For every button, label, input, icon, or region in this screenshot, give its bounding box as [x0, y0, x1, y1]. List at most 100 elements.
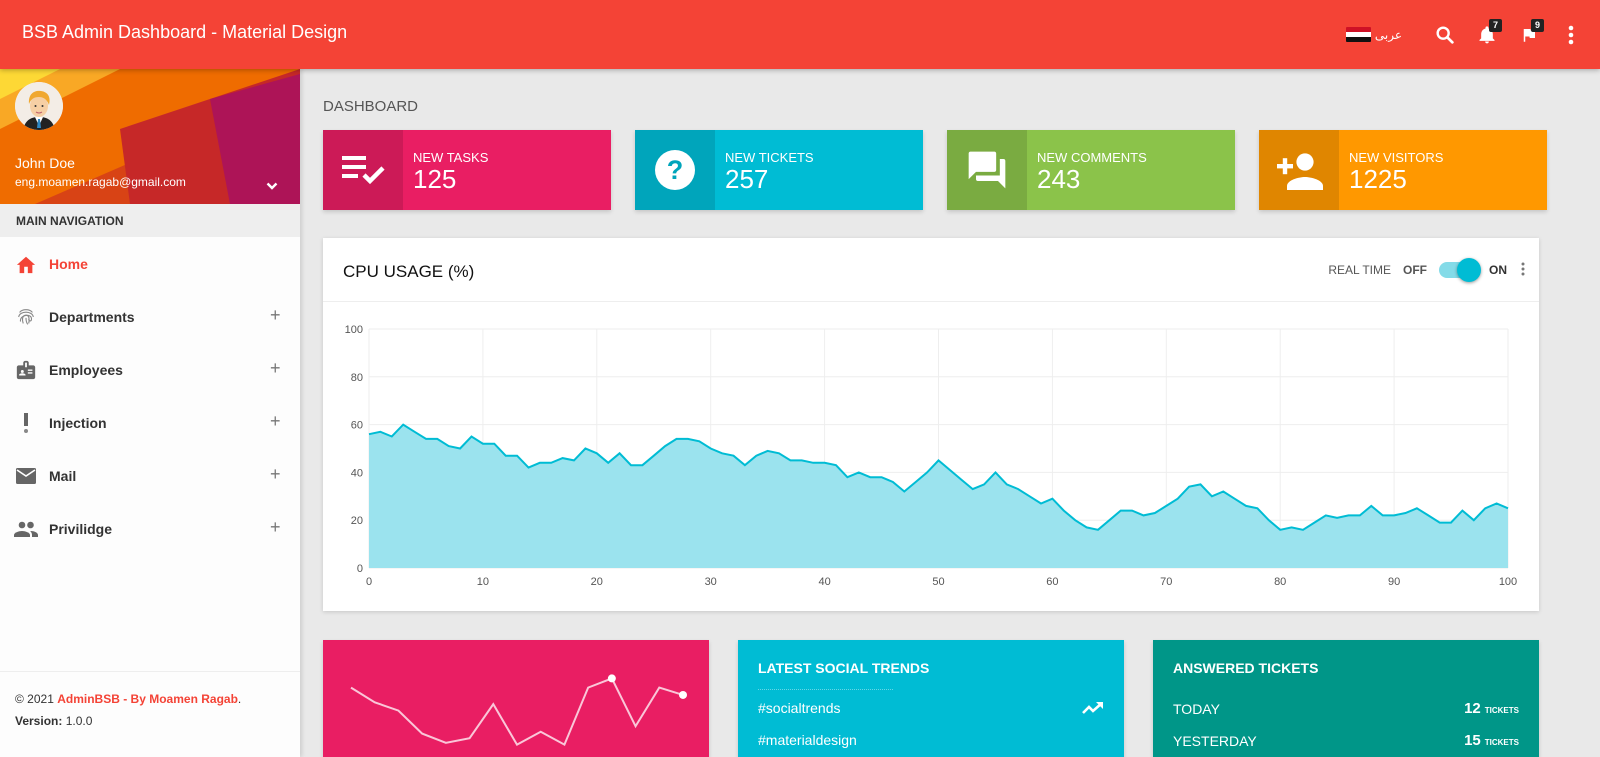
- svg-text:0: 0: [357, 563, 363, 575]
- sidebar-item-privilidge[interactable]: Privilidge +: [0, 502, 300, 555]
- row-unit: TICKETS: [1484, 738, 1519, 747]
- sidebar-item-label: Mail: [49, 467, 77, 484]
- info-box-value: 125: [413, 164, 457, 194]
- expand-plus-icon[interactable]: +: [270, 358, 281, 378]
- realtime-toggle[interactable]: [1439, 258, 1481, 282]
- tasks-button[interactable]: 9: [1508, 0, 1550, 69]
- home-icon: [13, 251, 39, 277]
- version-value: 1.0.0: [62, 714, 93, 728]
- svg-text:100: 100: [1499, 576, 1517, 588]
- egypt-flag-icon: [1345, 27, 1371, 42]
- expand-plus-icon[interactable]: +: [270, 517, 281, 537]
- latest-social-trends-card: LATEST SOCIAL TRENDS #socialtrends #mate…: [738, 640, 1124, 757]
- app-title[interactable]: BSB Admin Dashboard - Material Design: [22, 22, 348, 42]
- svg-text:50: 50: [932, 576, 944, 588]
- realtime-label: REAL TIME: [1328, 263, 1391, 277]
- sidebar-item-home[interactable]: Home: [0, 237, 300, 290]
- svg-text:10: 10: [477, 576, 489, 588]
- kebab-menu-icon: [1521, 262, 1525, 275]
- info-box-new-visitors[interactable]: NEW VISITORS 1225: [1259, 130, 1547, 210]
- sidebar-item-employees[interactable]: Employees +: [0, 343, 300, 396]
- svg-text:20: 20: [351, 515, 363, 527]
- copyright-suffix: .: [237, 692, 242, 706]
- language-switch[interactable]: عربى: [1345, 27, 1402, 42]
- toggle-knob[interactable]: [1457, 258, 1481, 282]
- card-menu-button[interactable]: [1521, 262, 1525, 279]
- answered-tickets-card: ANSWERED TICKETS TODAY 12 TICKETS YESTERD…: [1153, 640, 1539, 757]
- forum-icon: [947, 130, 1027, 210]
- svg-text:60: 60: [351, 420, 363, 432]
- tasks-count-badge: 9: [1531, 19, 1544, 32]
- user-menu-toggle[interactable]: [266, 177, 278, 195]
- sidebar-item-mail[interactable]: Mail +: [0, 449, 300, 502]
- svg-text:20: 20: [591, 576, 603, 588]
- user-panel-background: [0, 69, 300, 204]
- version-label: Version:: [15, 714, 63, 728]
- card-title: ANSWERED TICKETS: [1173, 660, 1319, 676]
- sidebar-item-departments[interactable]: Departments +: [0, 290, 300, 343]
- sparkline-chart: [350, 674, 687, 747]
- sidebar-item-label: Home: [49, 255, 88, 272]
- expand-plus-icon[interactable]: +: [270, 464, 281, 484]
- row-label: TODAY: [1173, 700, 1220, 717]
- trend-item[interactable]: #socialtrends: [758, 700, 1104, 716]
- card-title: LATEST SOCIAL TRENDS: [758, 660, 930, 676]
- row-value: 12: [1464, 700, 1481, 717]
- nav-section-header: MAIN NAVIGATION: [0, 204, 300, 237]
- divider: [758, 689, 893, 690]
- person-add-icon: [1259, 130, 1339, 210]
- info-box-value: 1225: [1349, 164, 1407, 194]
- badge-icon: [13, 357, 39, 383]
- fingerprint-icon: [13, 304, 39, 330]
- row-unit: TICKETS: [1484, 706, 1519, 715]
- navbar-actions: عربى 7 9: [1345, 0, 1600, 69]
- expand-plus-icon[interactable]: +: [270, 305, 281, 325]
- info-box-label: NEW COMMENTS: [1037, 150, 1147, 165]
- svg-text:30: 30: [705, 576, 717, 588]
- info-box-label: NEW TASKS: [413, 150, 489, 165]
- playlist-check-icon: [323, 130, 403, 210]
- sidebar-item-label: Privilidge: [49, 520, 113, 537]
- row-value: 15: [1464, 732, 1481, 749]
- expand-plus-icon[interactable]: +: [270, 411, 281, 431]
- svg-text:100: 100: [345, 324, 363, 336]
- svg-text:40: 40: [818, 576, 830, 588]
- info-box-new-comments[interactable]: NEW COMMENTS 243: [947, 130, 1235, 210]
- user-name: John Doe: [15, 155, 75, 171]
- version: Version: 1.0.0: [15, 710, 285, 732]
- sidebar-item-label: Injection: [49, 414, 107, 431]
- row-label: YESTERDAY: [1173, 732, 1257, 749]
- card-title: CPU USAGE (%): [343, 262, 475, 281]
- switch-on-label: ON: [1489, 263, 1507, 277]
- author-link[interactable]: AdminBSB - By Moamen Ragab: [57, 692, 238, 706]
- cpu-usage-chart: 0 20 40 60 80 100 0 10 20 30 40 50 60 70 80 90 100: [345, 324, 1518, 588]
- copyright-prefix: © 2021: [15, 692, 58, 706]
- cpu-usage-card: CPU USAGE (%) REAL TIME OFF ON 0 20 40 60 80…: [323, 238, 1539, 611]
- info-box-label: NEW TICKETS: [725, 150, 814, 165]
- help-icon: ?: [635, 130, 715, 210]
- kebab-menu-icon: [1568, 25, 1574, 44]
- search-button[interactable]: [1424, 0, 1466, 69]
- svg-text:80: 80: [1274, 576, 1286, 588]
- notifications-button[interactable]: 7: [1466, 0, 1508, 69]
- user-info-panel: John Doe eng.moamen.ragab@gmail.com: [0, 69, 300, 204]
- sidebar-footer: © 2021 AdminBSB - By Moamen Ragab. Versi…: [0, 671, 300, 757]
- sidebar-item-injection[interactable]: Injection +: [0, 396, 300, 449]
- tickets-row-yesterday: YESTERDAY 15 TICKETS: [1173, 732, 1519, 749]
- info-box-new-tasks[interactable]: NEW TASKS 125: [323, 130, 611, 210]
- search-icon: [1436, 25, 1454, 44]
- user-email: eng.moamen.ragab@gmail.com: [15, 175, 186, 189]
- avatar[interactable]: [15, 82, 63, 130]
- info-box-label: NEW VISITORS: [1349, 150, 1444, 165]
- more-options-button[interactable]: [1550, 0, 1592, 69]
- notifications-count-badge: 7: [1489, 19, 1502, 32]
- copyright: © 2021 AdminBSB - By Moamen Ragab.: [15, 688, 285, 710]
- svg-text:0: 0: [366, 576, 372, 588]
- info-box-new-tickets[interactable]: ? NEW TICKETS 257: [635, 130, 923, 210]
- realtime-controls: REAL TIME OFF ON: [1328, 238, 1539, 302]
- sparkline-card: [323, 640, 709, 757]
- mail-icon: [13, 463, 39, 489]
- left-sidebar: John Doe eng.moamen.ragab@gmail.com MAIN…: [0, 69, 300, 757]
- info-box-value: 243: [1037, 164, 1081, 194]
- trend-item[interactable]: #materialdesign: [758, 732, 1104, 748]
